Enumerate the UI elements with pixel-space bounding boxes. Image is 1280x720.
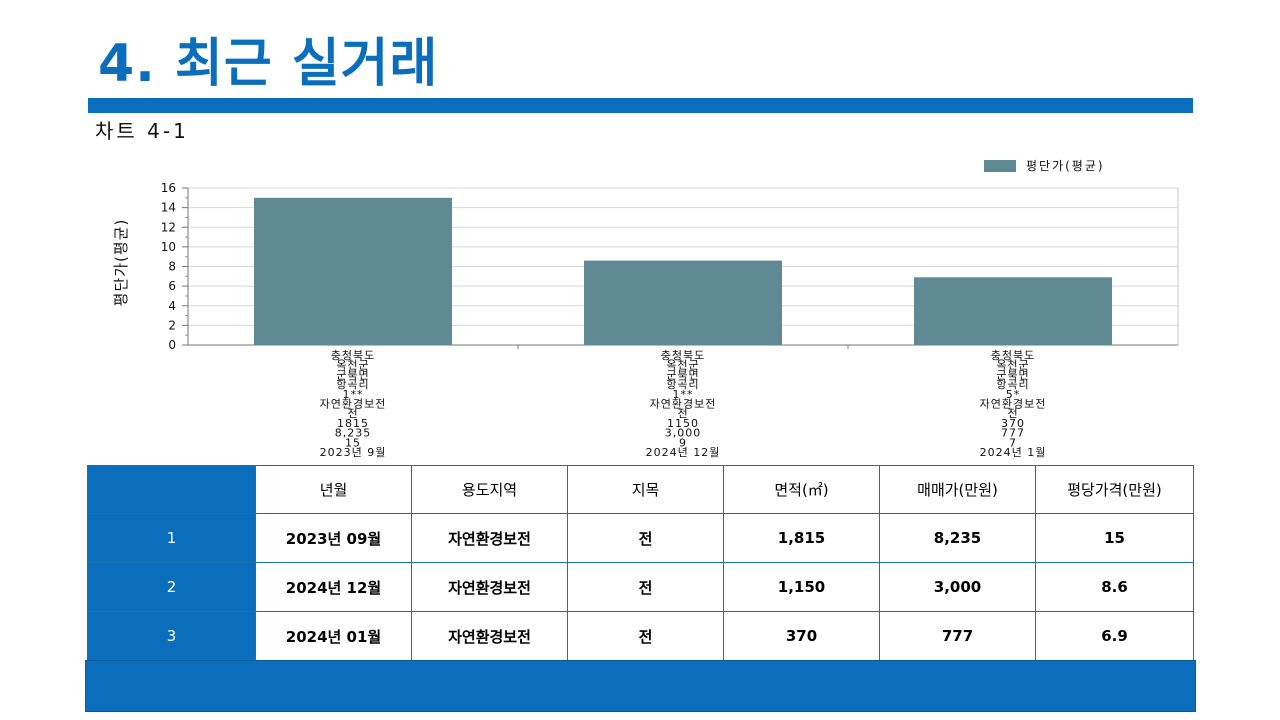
header-year-month: 년월 <box>255 465 412 514</box>
x-tick-label: 777 <box>1001 427 1025 440</box>
x-tick-label: 군북면 <box>336 368 369 381</box>
legend-swatch <box>984 160 1016 172</box>
x-tick-label: 1** <box>673 388 694 401</box>
x-tick-label: 370 <box>1001 417 1025 430</box>
x-tick-label: 2024년 12월 <box>646 446 721 459</box>
x-tick-label: 8,235 <box>335 427 372 440</box>
header-corner-cell <box>87 465 256 514</box>
cell-land-category: 전 <box>567 611 724 661</box>
cell-sale-price: 777 <box>879 611 1036 661</box>
x-tick-label: 15 <box>345 436 361 449</box>
cell-area: 370 <box>723 611 880 661</box>
x-tick-label: 2023년 9월 <box>320 446 387 459</box>
y-axis-title: 평단가(평균) <box>112 219 130 307</box>
x-tick-label: 전 <box>347 407 358 420</box>
table-row: 1 2023년 09월 자연환경보전 전 1,815 8,235 15 <box>87 513 1194 563</box>
table-header-row: 년월 용도지역 지목 면적(㎡) 매매가(만원) 평당가격(만원) <box>87 465 1194 514</box>
cell-area: 1,815 <box>723 513 880 563</box>
x-tick-label: 전 <box>677 407 688 420</box>
table-row: 2 2024년 12월 자연환경보전 전 1,150 3,000 8.6 <box>87 562 1194 612</box>
y-tick-label: 12 <box>161 220 176 234</box>
y-tick-label: 0 <box>168 338 176 352</box>
bar-chart: 0246810121416평단가(평균)충청북도옥천군군북면항곡리1**자연환경… <box>112 159 1179 459</box>
header-price-per-pyeong: 평당가격(만원) <box>1035 465 1194 514</box>
cell-sale-price: 8,235 <box>879 513 1036 563</box>
header-zoning: 용도지역 <box>411 465 568 514</box>
page-title: 4. 최근 실거래 <box>98 34 439 94</box>
y-tick-label: 14 <box>161 201 176 215</box>
y-tick-label: 4 <box>168 299 176 313</box>
x-tick-label: 옥천군 <box>336 358 369 372</box>
x-tick-label: 5* <box>1006 388 1021 401</box>
y-tick-label: 8 <box>168 260 176 274</box>
cell-sale-price: 3,000 <box>879 562 1036 612</box>
cell-land-category: 전 <box>567 513 724 563</box>
x-tick-label: 항곡리 <box>996 378 1029 391</box>
cell-zoning: 자연환경보전 <box>411 611 568 661</box>
x-tick-label: 1** <box>343 388 364 401</box>
cell-price-per-pyeong: 15 <box>1035 513 1194 563</box>
cell-price-per-pyeong: 6.9 <box>1035 611 1194 661</box>
row-number: 2 <box>87 562 256 612</box>
header-sale-price: 매매가(만원) <box>879 465 1036 514</box>
x-tick-label: 2024년 1월 <box>980 446 1047 459</box>
row-number: 3 <box>87 611 256 661</box>
x-tick-label: 충청북도 <box>661 349 705 362</box>
cell-zoning: 자연환경보전 <box>411 562 568 612</box>
x-tick-label: 군북면 <box>666 368 699 381</box>
legend-label: 평단가(평균) <box>1026 159 1105 173</box>
title-divider <box>88 98 1193 113</box>
cell-area: 1,150 <box>723 562 880 612</box>
transactions-table-container: 년월 용도지역 지목 면적(㎡) 매매가(만원) 평당가격(만원) 1 2023… <box>87 465 1194 661</box>
footer-bar <box>85 660 1196 712</box>
header-area: 면적(㎡) <box>723 465 880 514</box>
cell-land-category: 전 <box>567 562 724 612</box>
x-tick-label: 1815 <box>337 417 369 430</box>
x-tick-label: 항곡리 <box>336 378 369 391</box>
table-row: 3 2024년 01월 자연환경보전 전 370 777 6.9 <box>87 611 1194 661</box>
y-tick-label: 6 <box>168 279 176 293</box>
x-tick-label: 3,000 <box>665 427 702 440</box>
bar <box>584 260 782 345</box>
cell-year-month: 2024년 01월 <box>255 611 412 661</box>
cell-year-month: 2023년 09월 <box>255 513 412 563</box>
x-tick-label: 충청북도 <box>331 349 375 362</box>
x-tick-label: 9 <box>679 436 687 449</box>
x-tick-label: 군북면 <box>996 368 1029 381</box>
x-tick-label: 자연환경보전 <box>320 398 387 411</box>
cell-year-month: 2024년 12월 <box>255 562 412 612</box>
cell-price-per-pyeong: 8.6 <box>1035 562 1194 612</box>
row-number: 1 <box>87 513 256 563</box>
x-tick-label: 옥천군 <box>666 358 699 372</box>
x-tick-label: 전 <box>1007 407 1018 420</box>
header-land-category: 지목 <box>567 465 724 514</box>
x-tick-label: 1150 <box>667 417 699 430</box>
transactions-table: 년월 용도지역 지목 면적(㎡) 매매가(만원) 평당가격(만원) 1 2023… <box>87 465 1194 661</box>
y-tick-label: 16 <box>161 181 176 195</box>
x-tick-label: 7 <box>1009 436 1017 449</box>
bar <box>254 197 452 345</box>
y-tick-label: 2 <box>168 318 176 332</box>
x-tick-label: 자연환경보전 <box>650 398 717 411</box>
x-tick-label: 옥천군 <box>996 358 1029 372</box>
x-tick-label: 자연환경보전 <box>980 398 1047 411</box>
x-tick-label: 충청북도 <box>991 349 1035 362</box>
chart-caption: 차트 4-1 <box>95 119 189 143</box>
x-tick-label: 항곡리 <box>666 378 699 391</box>
bar <box>914 277 1112 345</box>
y-tick-label: 10 <box>161 240 176 254</box>
cell-zoning: 자연환경보전 <box>411 513 568 563</box>
